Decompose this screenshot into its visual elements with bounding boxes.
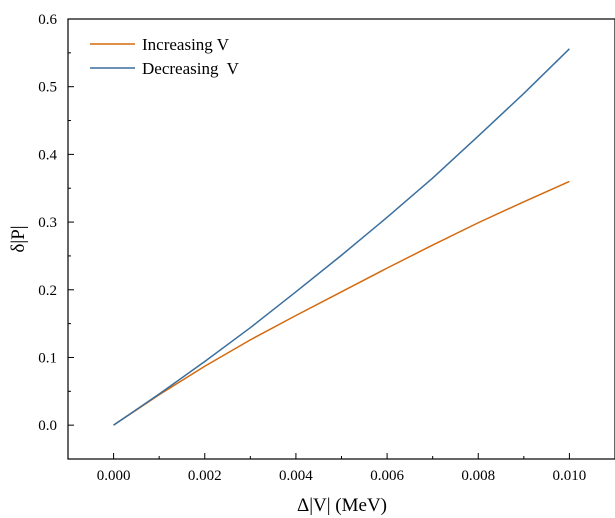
y-axis-title: δ|P| [8, 225, 29, 252]
legend: Increasing V Decreasing V [90, 35, 240, 78]
series-line-decreasing-v [113, 48, 570, 426]
x-tick-label: 0.006 [370, 468, 404, 484]
y-tick-label: 0.5 [38, 80, 57, 96]
series-layer [113, 48, 570, 426]
legend-label-decreasing: Decreasing V [142, 59, 240, 78]
x-axis-title: Δ|V| (MeV) [297, 495, 387, 516]
legend-label-increasing: Increasing V [142, 35, 230, 54]
x-tick-label: 0.010 [553, 468, 587, 484]
x-tick-label: 0.004 [279, 468, 313, 484]
x-tick-label: 0.000 [97, 468, 131, 484]
x-tick-label: 0.008 [461, 468, 495, 484]
y-tick-label: 0.6 [38, 12, 57, 28]
series-line-increasing-v [113, 180, 570, 426]
axis-ticks: 0.0 0.1 0.2 0.3 0.4 0.5 0.6 0.000 0.002 0.004 0.00… [38, 12, 586, 484]
y-tick-label: 0.1 [38, 350, 57, 366]
x-tick-label: 0.002 [188, 468, 222, 484]
y-tick-label: 0.2 [38, 283, 57, 299]
y-tick-label: 0.0 [38, 418, 57, 434]
y-tick-label: 0.3 [38, 215, 57, 231]
y-tick-label: 0.4 [38, 147, 57, 163]
